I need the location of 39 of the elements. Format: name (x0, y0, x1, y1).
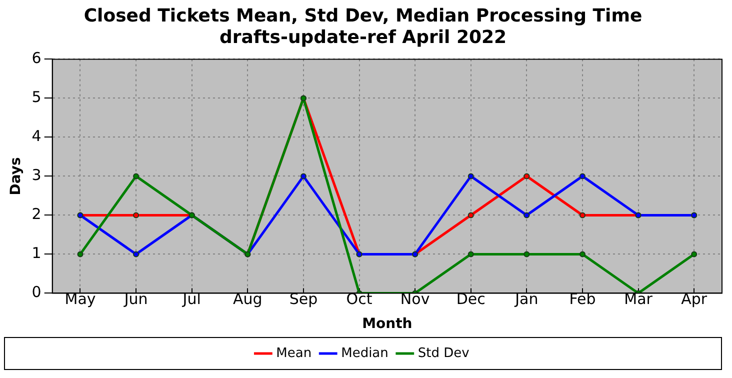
x-tick-label: Oct (346, 290, 372, 308)
y-tick-label: 4 (32, 127, 42, 146)
point (133, 212, 140, 218)
x-axis-title: Month (362, 316, 412, 332)
point (579, 251, 586, 258)
x-tick-label: Jun (123, 290, 148, 308)
legend-label: Mean (276, 346, 312, 361)
x-tick-label: Nov (400, 290, 430, 308)
x-tick-label: Jan (514, 290, 538, 308)
y-tick-label: 1 (32, 244, 42, 262)
point (77, 251, 84, 258)
chart-title: Closed Tickets Mean, Std Dev, Median Processing Time (84, 5, 642, 26)
legend-label: Median (341, 346, 388, 361)
point (468, 251, 474, 258)
point (579, 173, 586, 180)
y-tick-label: 2 (32, 205, 42, 224)
x-tick-label: May (64, 290, 96, 308)
point (579, 212, 586, 218)
legend-label: Std Dev (418, 346, 470, 361)
point (133, 251, 140, 258)
point (524, 212, 530, 218)
point (300, 173, 306, 180)
x-tick-label: Mar (624, 290, 654, 308)
chart-subtitle: drafts-update-ref April 2022 (219, 27, 507, 48)
x-tick-label: Aug (233, 290, 262, 308)
y-tick-label: 5 (32, 88, 42, 106)
x-tick-label: Sep (289, 290, 318, 308)
point (468, 173, 474, 180)
x-tick-label: Apr (681, 290, 708, 308)
point (691, 251, 698, 258)
point (524, 173, 530, 180)
y-tick-label: 3 (32, 166, 42, 184)
point (468, 212, 474, 218)
y-tick-label: 0 (32, 283, 42, 302)
point (524, 251, 530, 258)
y-axis-title: Days (8, 157, 24, 196)
y-tick-label: 6 (32, 49, 42, 68)
point (133, 173, 140, 180)
x-tick-label: Dec (456, 290, 486, 308)
